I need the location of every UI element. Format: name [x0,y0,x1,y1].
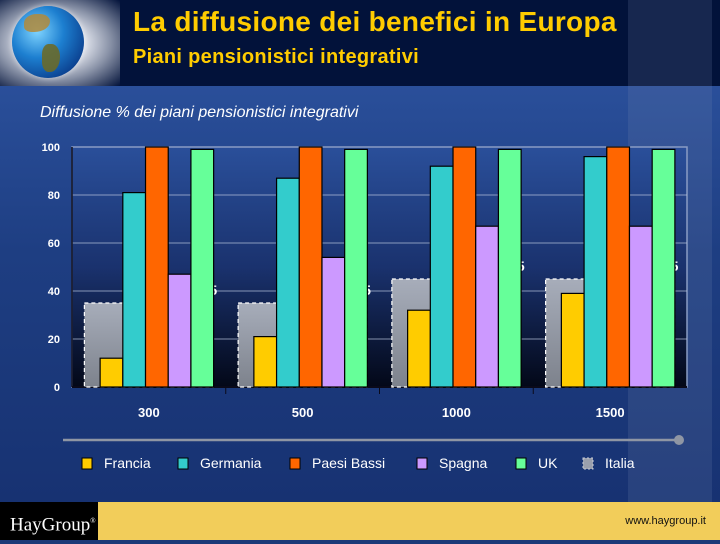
bar-uk [497,148,522,388]
logo-text: HayGroup [10,514,91,536]
bar-paesi-bassi [144,146,169,388]
legend-label: Paesi Bassi [312,455,385,471]
bar-spagna [321,256,346,388]
bar-paesi-bassi [606,146,631,388]
bar-paesi-bassi [452,146,477,388]
legend-label: Italia [605,455,635,471]
footer-bar [0,502,720,540]
bar-germania [429,165,454,388]
y-tick-label: 80 [48,190,60,202]
y-tick-label: 0 [54,382,60,394]
bar-germania [275,177,300,388]
legend-label: Germania [200,455,262,471]
bar-francia [407,309,431,388]
legend-item: Italia [582,455,635,471]
x-tick-label: 300 [138,405,160,420]
bar-spagna [628,225,653,388]
legend-label: UK [538,455,558,471]
bar-germania [122,192,147,388]
bar-spagna [167,273,192,388]
legend-item: Paesi Bassi [289,455,385,471]
bar-germania [583,156,608,388]
legend-item: Spagna [416,455,487,471]
haygroup-logo: HayGroup® [0,502,98,540]
bar-uk [651,148,676,388]
x-tick-label: 1000 [442,405,471,420]
legend-swatch [289,457,301,470]
legend-label: Spagna [439,455,487,471]
y-tick-label: 40 [48,286,60,298]
legend-swatch [515,457,527,470]
legend-swatch [81,457,93,470]
legend-swatch [416,457,428,470]
bar-uk [190,148,215,388]
slide-title: La diffusione dei benefici in Europa [133,6,617,37]
bar-uk [344,148,368,388]
bar-francia [99,357,124,388]
legend-swatch [582,457,594,470]
bar-spagna [475,225,500,388]
x-tick-label: 500 [292,405,314,420]
legend-swatch [177,457,189,470]
globe-logo-background [0,0,120,86]
website-url: www.haygroup.it [625,515,706,527]
timeline-dot [674,435,684,445]
legend-item: UK [515,455,558,471]
y-tick-label: 100 [42,142,60,154]
legend-label: Francia [104,455,151,471]
slide-subtitle: Piani pensionistici integrativi [133,46,420,68]
x-tick-label: 1500 [596,405,625,420]
bar-paesi-bassi [298,146,323,388]
header: La diffusione dei benefici in Europa Pia… [0,0,720,86]
legend-item: Germania [177,455,262,471]
y-tick-label: 60 [48,238,60,250]
legend: Francia Germania Paesi Bassi Spagna UK Italia [81,455,635,471]
bar-francia [560,292,585,388]
y-tick-label: 20 [48,334,60,346]
globe-icon [12,6,84,78]
chart-title: Diffusione % dei piani pensionistici int… [40,104,359,121]
bar-francia [253,336,278,388]
legend-item: Francia [81,455,151,471]
